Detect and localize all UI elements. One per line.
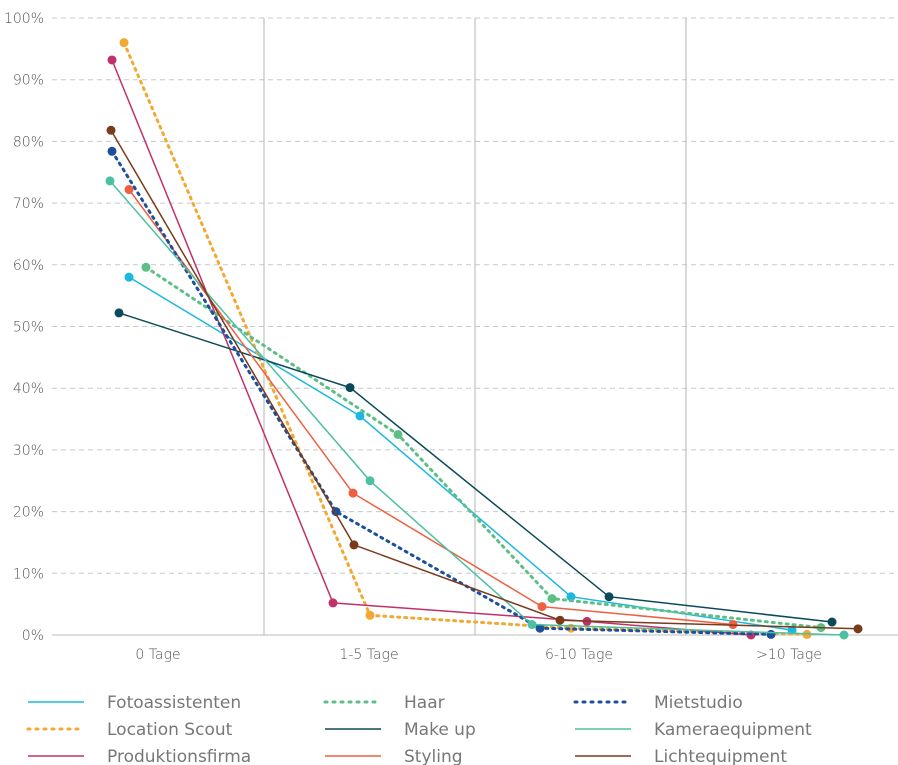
legend-label: Location Scout [107,720,233,740]
data-point [328,598,338,608]
data-point [348,488,358,498]
legend-label: Styling [404,747,463,765]
x-tick-label: >10 Tage [756,647,822,663]
data-point [527,620,537,630]
series-line [109,180,845,636]
y-tick-label: 50% [13,320,44,336]
y-tick-label: 0% [22,628,44,644]
data-point [114,308,124,318]
y-tick-label: 80% [13,134,44,150]
data-point [537,602,547,612]
legend-label: Haar [404,693,445,713]
data-point [766,629,776,639]
y-axis: 0% 10% 20% 30% 40% 50% 60% 70% 80% 90% 100% [4,11,44,644]
data-point [827,617,837,627]
data-point [105,176,115,186]
data-point [555,615,565,625]
x-tick-label: 0 Tage [135,647,180,663]
y-tick-label: 90% [13,73,44,89]
data-point [124,185,134,195]
data-point [107,146,117,156]
legend-label: Lichtequipment [654,747,787,765]
y-tick-label: 100% [4,11,44,27]
data-point [119,38,129,48]
data-point [345,383,355,393]
x-tick-label: 1-5 Tage [339,647,398,663]
x-tick-label: 6-10 Tage [545,647,613,663]
y-tick-label: 40% [13,381,44,397]
legend-label: Mietstudio [654,693,743,713]
data-point [349,540,359,550]
legend-label: Produktionsfirma [107,747,251,765]
series-line [111,59,752,636]
series-line [144,265,823,630]
data-point [853,624,863,634]
gridlines [52,17,898,636]
series-line [110,129,859,630]
legend-label: Fotoassistenten [107,693,241,713]
data-point [566,592,576,602]
y-tick-label: 30% [13,443,44,459]
legend-label: Make up [404,720,476,740]
data-point [393,429,403,439]
y-tick-label: 10% [13,566,44,582]
y-tick-label: 60% [13,258,44,274]
data-point [124,272,134,282]
y-tick-label: 20% [13,505,44,521]
series-group [105,38,863,640]
legend-label: Kameraequipment [654,720,812,740]
series-line [122,41,809,636]
legend: Fotoassistenten Location Scout Produktions… [26,693,812,765]
data-point [547,594,557,604]
data-point [787,625,797,635]
data-point [141,262,151,272]
data-point [839,630,849,640]
data-point [107,55,117,65]
data-point [106,125,116,135]
series-line [110,149,773,636]
data-point [604,592,614,602]
series-line [128,189,734,626]
data-point [365,476,375,486]
data-point [535,623,545,633]
data-point [355,411,365,421]
x-axis: 0 Tage 1-5 Tage 6-10 Tage >10 Tage [135,647,822,663]
data-point [365,610,375,620]
y-tick-label: 70% [13,196,44,212]
